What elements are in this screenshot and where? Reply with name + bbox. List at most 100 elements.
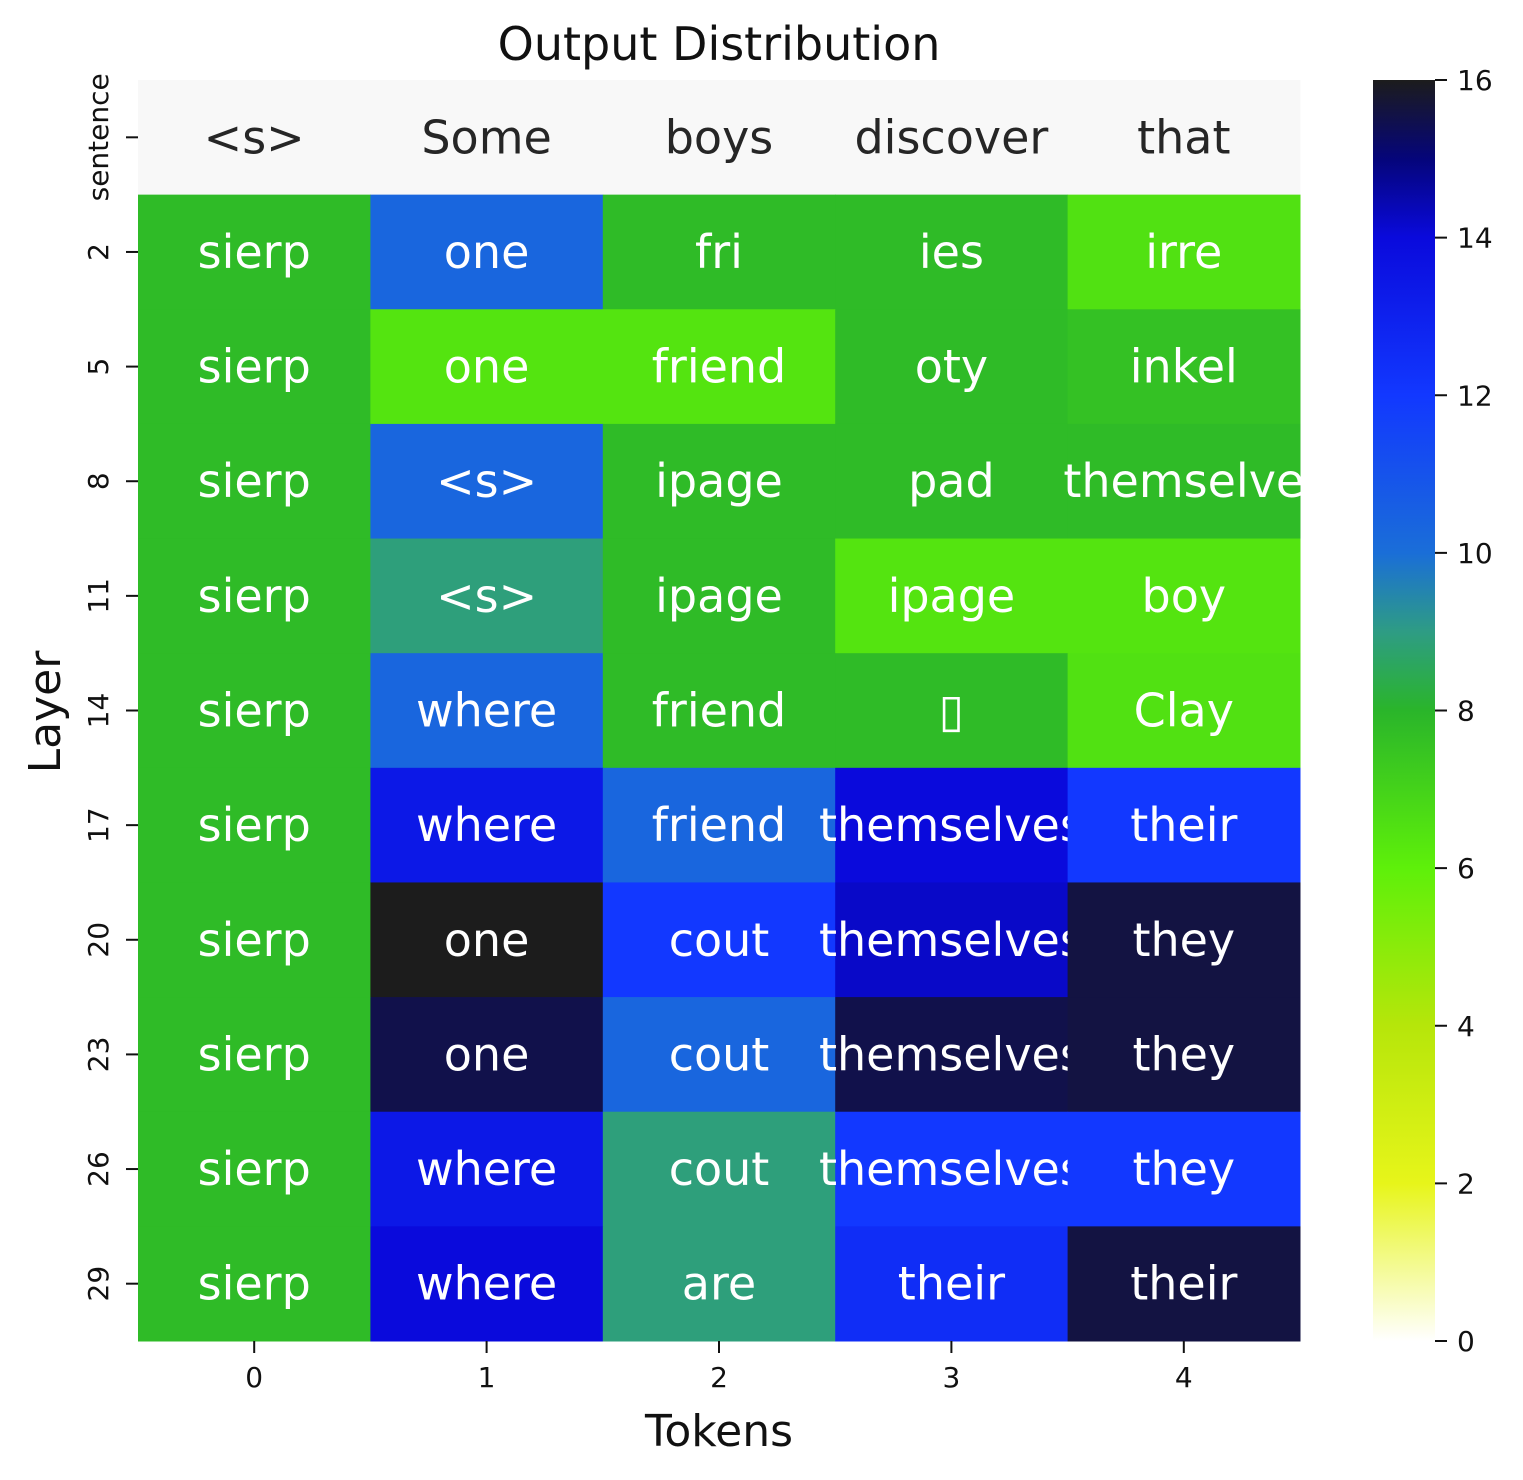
sentence-cell bbox=[602, 80, 836, 196]
cell-token-label: where bbox=[416, 798, 557, 852]
cell-token-label: are bbox=[682, 1257, 756, 1311]
cell-token-label: themselves bbox=[819, 1027, 1084, 1081]
cell-token-label: themselve bbox=[1063, 454, 1304, 508]
sentence-token-label: boys bbox=[665, 110, 774, 164]
cell-token-label: boy bbox=[1142, 569, 1227, 623]
cell-token-label: sierp bbox=[198, 569, 311, 623]
cell-token-label: where bbox=[416, 1142, 557, 1196]
heatmap-cell bbox=[1067, 653, 1301, 769]
cell-token-label: Clay bbox=[1134, 684, 1234, 738]
y-tick-label: sentence bbox=[82, 73, 115, 201]
heatmap-cell bbox=[835, 997, 1069, 1113]
colorbar-tick-label: 12 bbox=[1457, 379, 1493, 412]
colorbar-tick-label: 14 bbox=[1457, 222, 1493, 255]
cell-token-label: friend bbox=[652, 798, 787, 852]
heatmap-cell bbox=[1067, 194, 1301, 310]
y-tick-label: 20 bbox=[82, 922, 115, 958]
heatmap-cell bbox=[138, 882, 371, 998]
colorbar-tick-label: 6 bbox=[1457, 852, 1475, 885]
heatmap-cell bbox=[602, 538, 836, 654]
heatmap-cell bbox=[1067, 882, 1301, 998]
heatmap-cell bbox=[835, 882, 1069, 998]
heatmap-cell bbox=[602, 1226, 836, 1342]
colorbar-gradient bbox=[1373, 80, 1435, 1341]
cell-token-label: sierp bbox=[198, 1142, 311, 1196]
y-tick-label: 5 bbox=[82, 358, 115, 376]
heatmap-cell bbox=[370, 309, 604, 425]
sentence-token-label: that bbox=[1137, 110, 1230, 164]
x-tick-label: 3 bbox=[942, 1361, 960, 1394]
y-tick-label: 29 bbox=[82, 1266, 115, 1302]
cell-token-label: <s> bbox=[436, 454, 537, 508]
heatmap-cell bbox=[1067, 997, 1301, 1113]
cell-token-label: ipage bbox=[888, 569, 1016, 623]
cell-token-label: they bbox=[1132, 1027, 1235, 1081]
cell-token-label: cout bbox=[669, 913, 770, 967]
y-tick-label: 2 bbox=[82, 243, 115, 261]
cell-token-label: one bbox=[444, 1027, 530, 1081]
heatmap-cell bbox=[602, 767, 836, 883]
cell-token-label: inkel bbox=[1130, 340, 1238, 394]
cell-token-label: cout bbox=[669, 1027, 770, 1081]
cell-token-label: sierp bbox=[198, 1027, 311, 1081]
cell-token-label: <s> bbox=[436, 569, 537, 623]
chart-title: Output Distribution bbox=[498, 17, 941, 71]
cell-token-label: friend bbox=[652, 340, 787, 394]
heatmap-cell bbox=[835, 653, 1069, 769]
cell-token-label: themselves bbox=[819, 1142, 1084, 1196]
x-axis-label: Tokens bbox=[644, 1406, 793, 1457]
x-tick-label: 2 bbox=[710, 1361, 728, 1394]
cell-token-label: one bbox=[444, 913, 530, 967]
y-tick-label: 23 bbox=[82, 1037, 115, 1073]
cell-token-label: where bbox=[416, 684, 557, 738]
x-axis-ticks: 0 1 2 3 4 bbox=[245, 1341, 1193, 1394]
cell-token-label: oty bbox=[915, 340, 988, 394]
sentence-cell bbox=[138, 80, 371, 196]
heatmap-cell bbox=[835, 194, 1069, 310]
heatmap-cell bbox=[602, 423, 836, 540]
heatmap-cell bbox=[370, 997, 604, 1113]
sentence-token-label: discover bbox=[854, 110, 1048, 164]
y-tick-label: 8 bbox=[82, 472, 115, 490]
heatmap-cell bbox=[602, 309, 836, 425]
sentence-token-label: <s> bbox=[204, 110, 305, 164]
y-tick-label: 11 bbox=[82, 578, 115, 614]
cell-token-label: themselves bbox=[819, 913, 1084, 967]
cell-token-label: ▯ bbox=[939, 684, 964, 738]
sentence-cell bbox=[370, 80, 604, 196]
cell-token-label: their bbox=[898, 1257, 1005, 1311]
heatmap-cell bbox=[370, 538, 604, 654]
heatmap-cell bbox=[835, 1111, 1069, 1227]
heatmap-cell bbox=[370, 882, 604, 998]
heatmap-cell bbox=[1067, 1226, 1301, 1342]
heatmap-cell bbox=[138, 423, 371, 540]
cell-token-label: sierp bbox=[198, 913, 311, 967]
heatmap-cell bbox=[138, 653, 371, 769]
heatmap-cell bbox=[602, 194, 836, 310]
cell-token-label: sierp bbox=[198, 798, 311, 852]
cell-token-label: cout bbox=[669, 1142, 770, 1196]
heatmap-cell bbox=[835, 538, 1069, 654]
cell-token-label: sierp bbox=[198, 1257, 311, 1311]
heatmap-cell bbox=[370, 767, 604, 883]
cell-token-label: ies bbox=[919, 225, 984, 279]
colorbar-tick-label: 4 bbox=[1457, 1010, 1475, 1043]
x-tick-label: 1 bbox=[478, 1361, 496, 1394]
heatmap-cell bbox=[138, 309, 371, 425]
cell-token-label: one bbox=[444, 340, 530, 394]
sentence-cell bbox=[835, 80, 1069, 196]
heatmap-cell bbox=[835, 1226, 1069, 1342]
heatmap-cell bbox=[138, 1111, 371, 1227]
cell-token-label: where bbox=[416, 1257, 557, 1311]
y-axis-label: Layer bbox=[20, 650, 71, 774]
cell-token-label: sierp bbox=[198, 684, 311, 738]
heatmap-cell bbox=[602, 997, 836, 1113]
cell-token-label: fri bbox=[695, 225, 743, 279]
cell-token-label: themselves bbox=[819, 798, 1084, 852]
heatmap-cell bbox=[138, 1226, 371, 1342]
heatmap-cell bbox=[602, 882, 836, 998]
cell-token-label: they bbox=[1132, 913, 1235, 967]
heatmap-cell bbox=[138, 194, 371, 310]
heatmap-cell bbox=[835, 767, 1069, 883]
heatmap-cell bbox=[835, 309, 1069, 425]
